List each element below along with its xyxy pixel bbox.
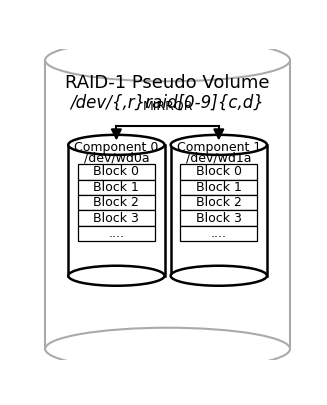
Text: /dev/wd1a: /dev/wd1a (186, 151, 251, 164)
Ellipse shape (45, 328, 290, 370)
Bar (78, 226, 155, 241)
Text: Block 2: Block 2 (196, 196, 242, 209)
Ellipse shape (45, 39, 290, 81)
Bar (78, 210, 155, 226)
Bar (180, 179, 257, 195)
Bar (171, 145, 267, 276)
Ellipse shape (171, 135, 267, 155)
Text: RAID-1 Pseudo Volume: RAID-1 Pseudo Volume (65, 74, 270, 92)
Ellipse shape (68, 266, 164, 286)
Text: Block 2: Block 2 (94, 196, 139, 209)
Bar (180, 195, 257, 210)
Text: Component 0: Component 0 (74, 141, 159, 154)
Text: Block 3: Block 3 (196, 211, 242, 224)
Text: /dev/{,r}raid[0-9]{c,d}: /dev/{,r}raid[0-9]{c,d} (71, 94, 265, 111)
Text: ....: .... (211, 227, 227, 240)
Bar (180, 226, 257, 241)
Bar (180, 210, 257, 226)
Bar (78, 179, 155, 195)
Text: Block 0: Block 0 (94, 165, 139, 178)
Bar (68, 145, 164, 276)
Text: Block 0: Block 0 (196, 165, 242, 178)
Ellipse shape (171, 266, 267, 286)
Text: Block 1: Block 1 (94, 181, 139, 194)
Text: MIRROR: MIRROR (142, 100, 193, 113)
Text: Block 3: Block 3 (94, 211, 139, 224)
Bar (78, 164, 155, 179)
Text: /dev/wd0a: /dev/wd0a (84, 151, 149, 164)
Bar (180, 164, 257, 179)
Text: Component 1: Component 1 (177, 141, 261, 154)
Text: Block 1: Block 1 (196, 181, 242, 194)
Ellipse shape (68, 135, 164, 155)
Text: ....: .... (108, 227, 124, 240)
Bar (78, 195, 155, 210)
